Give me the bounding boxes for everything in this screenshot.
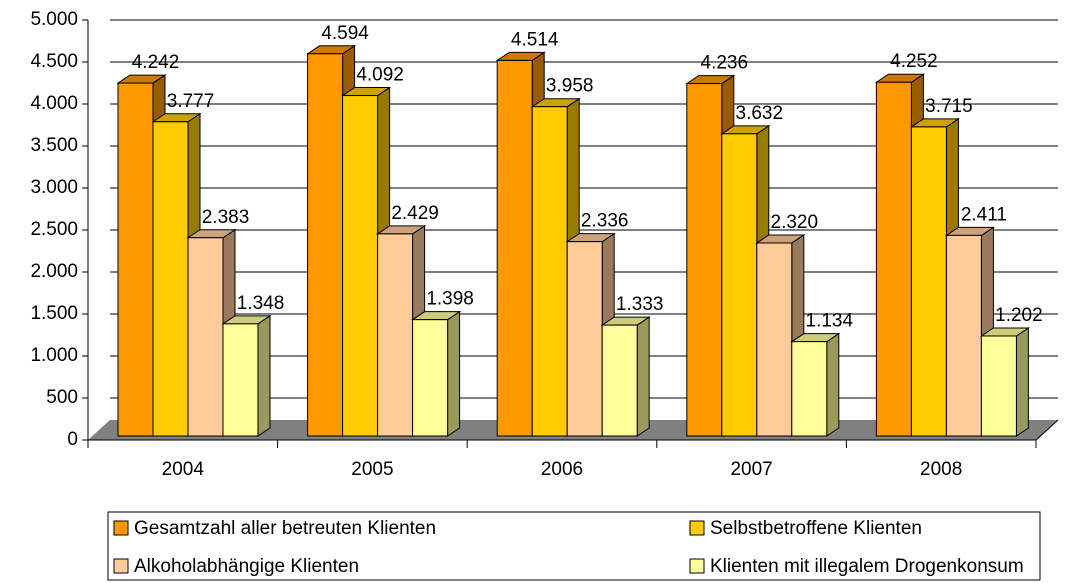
bar-front [342, 95, 379, 437]
value-label: 4.242 [132, 52, 180, 73]
value-label: 3.777 [167, 91, 215, 112]
y-tick-label: 5.000 [30, 9, 78, 30]
x-tick-label: 2004 [162, 459, 205, 480]
y-tick-label: 2.500 [30, 219, 78, 240]
y-tick-label: 3.000 [30, 177, 78, 198]
value-label: 2.336 [581, 211, 629, 232]
legend-label: Klienten mit illegalem Drogenkonsum [710, 556, 1024, 577]
y-tick-label: 4.500 [30, 51, 78, 72]
x-tick-label: 2007 [730, 459, 772, 480]
bar-front [945, 234, 982, 437]
bar-front [496, 59, 533, 437]
y-tick-label: 4.000 [30, 93, 78, 114]
y-tick-label: 2.000 [30, 261, 78, 282]
bar-front [187, 237, 224, 437]
bar-front [377, 233, 414, 437]
bar [979, 327, 1031, 437]
value-label: 1.202 [995, 305, 1043, 326]
x-tick-label: 2006 [541, 459, 583, 480]
value-label: 3.715 [925, 96, 973, 117]
bar-front [117, 82, 154, 437]
floor-edge [1035, 419, 1059, 441]
legend-swatch [113, 520, 129, 536]
y-tick-label: 1.500 [30, 303, 78, 324]
bar-front [222, 323, 259, 437]
value-label: 4.236 [701, 53, 749, 74]
bar-front [910, 126, 947, 437]
y-tick-label: 1.000 [30, 345, 78, 366]
bar [720, 124, 771, 437]
value-label: 4.514 [511, 29, 559, 50]
y-tick-label: 3.500 [30, 135, 78, 156]
bar [410, 310, 462, 437]
value-label: 1.134 [806, 311, 854, 332]
bar-front [980, 335, 1017, 437]
bar-side [636, 316, 650, 437]
bar-front [531, 106, 568, 437]
bar-front [686, 83, 723, 437]
value-label: 1.398 [426, 289, 474, 310]
bar [790, 332, 841, 437]
y-tick-label: 0 [67, 429, 78, 450]
x-tick-label: 2008 [920, 459, 962, 480]
y-tick-label: 500 [46, 387, 78, 408]
bar-front [721, 133, 758, 437]
value-label: 1.333 [616, 294, 664, 315]
bar-side [826, 332, 840, 437]
value-label: 1.348 [237, 293, 285, 314]
bar-front [875, 81, 912, 437]
value-label: 2.429 [391, 203, 439, 224]
value-label: 3.632 [736, 103, 784, 124]
bar-front [566, 241, 603, 437]
bar-front [412, 319, 449, 437]
bar-front [601, 324, 638, 437]
x-tick-label: 2005 [351, 459, 393, 480]
bar-side [1015, 327, 1029, 437]
value-label: 2.411 [961, 204, 1007, 225]
bar [600, 316, 651, 437]
bar-front [756, 242, 793, 437]
legend-swatch [689, 558, 705, 574]
value-label: 3.958 [546, 76, 594, 97]
legend-swatch [113, 558, 129, 574]
bar-front [152, 121, 189, 437]
value-label: 4.092 [356, 65, 404, 86]
value-label: 2.320 [771, 212, 819, 233]
value-label: 4.252 [890, 51, 938, 72]
value-label: 4.594 [321, 23, 369, 44]
bar-side [257, 314, 271, 437]
legend-label: Alkoholabhängige Klienten [134, 556, 359, 577]
legend-box [107, 511, 1041, 581]
bar-front [307, 53, 344, 437]
bar [221, 314, 272, 437]
bar-side [447, 310, 461, 437]
legend-swatch [689, 520, 705, 536]
legend-label: Gesamtzahl aller betreuten Klienten [134, 518, 436, 539]
value-label: 2.383 [202, 207, 250, 228]
bar-front [791, 341, 828, 437]
legend-label: Selbstbetroffene Klienten [710, 518, 922, 539]
